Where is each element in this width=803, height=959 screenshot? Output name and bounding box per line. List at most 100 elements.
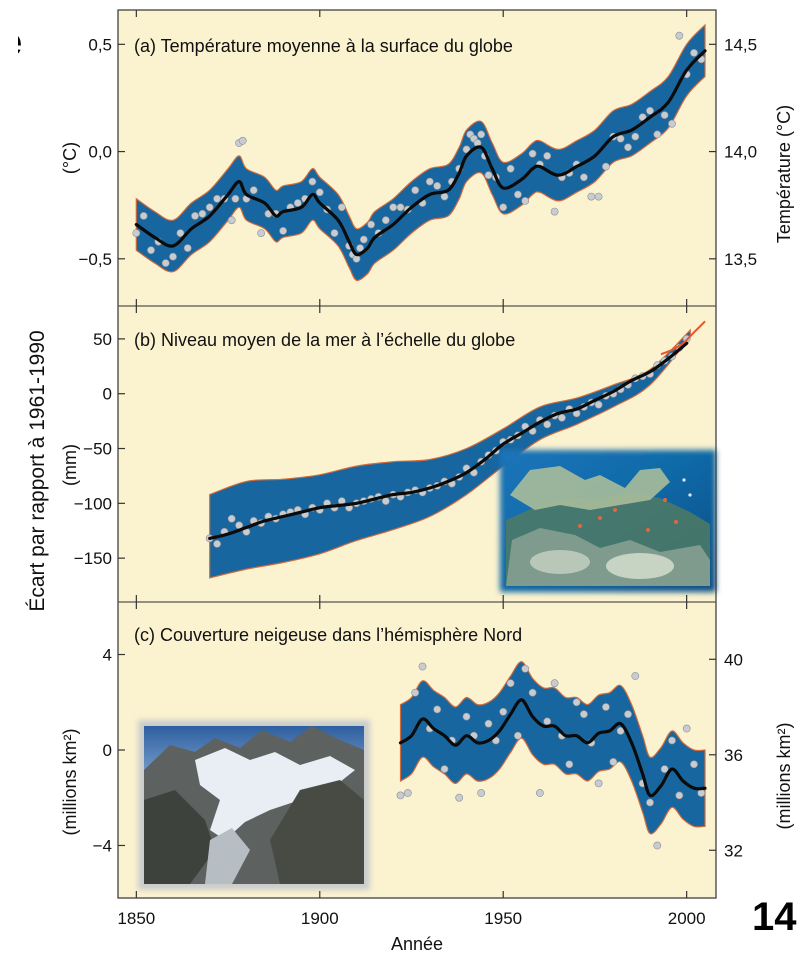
- data-point: [249, 186, 258, 195]
- data-point: [521, 196, 530, 205]
- panel-b-title: (b) Niveau moyen de la mer à l’échelle d…: [134, 330, 515, 350]
- x-tick-label: 1850: [117, 909, 155, 928]
- data-point: [602, 703, 610, 711]
- y-tick-label: −0,5: [78, 250, 112, 269]
- data-point: [646, 798, 654, 807]
- data-point: [396, 203, 405, 212]
- data-point: [132, 229, 141, 237]
- data-point: [550, 207, 559, 216]
- data-point: [308, 177, 317, 186]
- data-point: [616, 134, 625, 143]
- y-tick-label: 50: [93, 330, 112, 349]
- glacier-photo: [138, 720, 370, 890]
- data-point: [396, 791, 405, 800]
- data-point: [660, 111, 669, 119]
- data-point: [514, 731, 522, 740]
- data-point: [238, 136, 247, 145]
- data-point: [139, 211, 148, 220]
- y-tick-label: 0: [103, 385, 112, 404]
- data-point: [638, 113, 647, 122]
- data-point: [682, 724, 691, 733]
- data-point: [359, 235, 368, 244]
- data-point: [176, 229, 185, 237]
- data-point: [572, 698, 581, 707]
- data-point: [594, 779, 603, 788]
- data-point: [213, 194, 221, 203]
- data-point: [528, 688, 537, 697]
- data-point: [425, 177, 434, 186]
- data-point: [594, 400, 603, 409]
- data-point: [231, 194, 240, 203]
- y-tick-label: 4: [103, 646, 112, 665]
- data-point: [418, 662, 427, 671]
- data-point: [227, 216, 236, 225]
- y-tick-label: 0: [103, 741, 112, 760]
- y-tick-label: 0,5: [88, 35, 112, 54]
- data-point: [433, 705, 442, 714]
- y-tick-label-right: 36: [724, 746, 743, 765]
- data-point: [506, 164, 515, 173]
- panel-c-ylabel: (millions km²): [60, 729, 80, 836]
- data-point: [580, 710, 588, 719]
- data-point: [558, 413, 566, 422]
- data-point: [668, 736, 676, 745]
- data-point: [690, 760, 698, 769]
- data-point: [205, 203, 214, 212]
- data-point: [455, 793, 464, 802]
- data-point: [183, 244, 192, 252]
- data-point: [161, 259, 170, 267]
- y-tick-label: −100: [74, 494, 112, 513]
- data-point: [690, 49, 698, 57]
- x-axis-title: Année: [391, 934, 443, 954]
- smoothed-curve-1: [134, 49, 707, 257]
- data-point: [198, 209, 207, 218]
- data-point: [536, 789, 544, 797]
- data-point: [653, 130, 662, 139]
- data-point: [279, 226, 287, 235]
- data-point: [609, 758, 618, 766]
- x-tick-label: 1950: [484, 909, 522, 928]
- data-point: [191, 211, 199, 220]
- panel-c-right-ylabel: (millions km²): [774, 723, 794, 830]
- x-tick-label: 2000: [668, 909, 706, 928]
- data-point: [440, 192, 449, 201]
- data-point: [499, 707, 508, 716]
- data-point: [389, 203, 398, 212]
- cropped-corner-text: e: [0, 20, 23, 64]
- y-tick-label-right: 14,5: [724, 35, 757, 54]
- uncertainty-band-3: [399, 661, 706, 835]
- data-point: [462, 712, 471, 721]
- plot-frame: [117, 9, 717, 899]
- data-point: [367, 220, 375, 229]
- data-point: [675, 791, 684, 800]
- data-point: [565, 760, 574, 769]
- y-tick-label-right: 40: [724, 650, 743, 669]
- smoothed-curve-2: [208, 341, 689, 540]
- data-point: [484, 719, 493, 728]
- data-point: [337, 203, 346, 212]
- data-point: [543, 717, 552, 726]
- satellite-series-line: [660, 320, 706, 356]
- panel-a-title: (a) Température moyenne à la surface du …: [134, 36, 513, 56]
- data-point: [352, 254, 361, 263]
- data-point: [653, 841, 662, 850]
- data-point: [514, 190, 522, 199]
- data-point: [550, 679, 559, 688]
- data-point: [433, 181, 442, 190]
- y-tick-label-right: 13,5: [724, 250, 757, 269]
- y-tick-label: −50: [83, 440, 112, 459]
- data-point: [594, 192, 603, 201]
- data-point: [477, 789, 486, 797]
- data-point: [440, 765, 449, 773]
- data-point: [624, 143, 632, 152]
- data-point: [631, 672, 640, 680]
- panel-a-right-ylabel: Température (°C): [774, 105, 794, 243]
- data-point: [477, 130, 486, 139]
- data-point: [169, 252, 177, 261]
- smoothed-curve-3: [398, 698, 707, 798]
- x-tick-label: 1900: [301, 909, 339, 928]
- data-point: [631, 132, 640, 141]
- data-point: [462, 145, 471, 154]
- data-point: [646, 106, 654, 115]
- data-point: [213, 540, 221, 548]
